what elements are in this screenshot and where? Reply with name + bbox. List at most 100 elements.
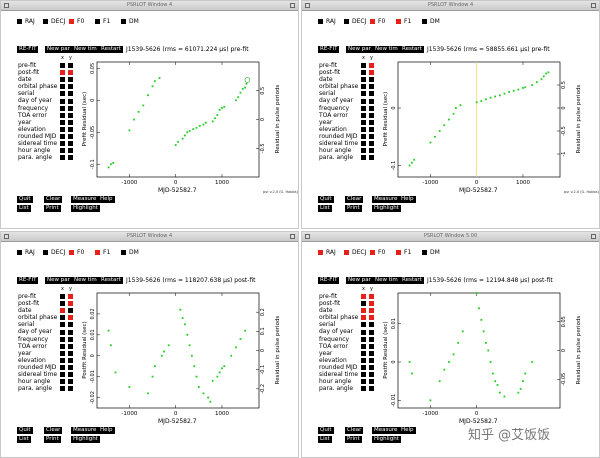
param-checkbox-dm[interactable]: DM <box>422 18 440 25</box>
axis-toggle-y[interactable] <box>369 357 374 363</box>
param-checkbox-decj[interactable]: DECJ <box>43 18 65 25</box>
axis-toggle-x[interactable] <box>361 329 366 335</box>
axis-toggle-x[interactable] <box>60 148 65 154</box>
param-checkbox-dm[interactable]: DM <box>422 249 440 256</box>
toolbar-button[interactable]: Restart <box>400 277 424 284</box>
axis-toggle-y[interactable] <box>369 308 374 314</box>
axis-toggle-y[interactable] <box>68 372 73 378</box>
axis-toggle-x[interactable] <box>361 70 366 76</box>
axis-toggle-x[interactable] <box>60 322 65 328</box>
toolbar-button[interactable]: New par <box>45 277 72 284</box>
bottom-button[interactable]: List <box>17 205 31 212</box>
axis-toggle-x[interactable] <box>361 301 366 307</box>
toolbar-button[interactable]: New tim <box>72 46 99 53</box>
axis-toggle-y[interactable] <box>369 105 374 111</box>
axis-toggle-y[interactable] <box>68 98 73 104</box>
axis-toggle-x[interactable] <box>60 155 65 161</box>
axis-toggle-x[interactable] <box>60 105 65 111</box>
axis-toggle-y[interactable] <box>369 350 374 356</box>
toolbar-button[interactable]: Restart <box>400 46 424 53</box>
axis-toggle-y[interactable] <box>369 365 374 370</box>
axis-toggle-y[interactable] <box>68 126 73 132</box>
axis-toggle-x[interactable] <box>60 336 65 342</box>
axis-toggle-y[interactable] <box>68 70 73 76</box>
axis-toggle-x[interactable] <box>361 119 366 125</box>
axis-toggle-y[interactable] <box>68 141 73 147</box>
axis-toggle-y[interactable] <box>369 294 374 299</box>
axis-toggle-y[interactable] <box>68 315 73 321</box>
bottom-button[interactable]: Help <box>399 427 416 434</box>
axis-toggle-y[interactable] <box>369 112 374 118</box>
axis-toggle-x[interactable] <box>60 365 65 370</box>
axis-toggle-y[interactable] <box>369 77 374 83</box>
maximize-icon[interactable] <box>591 3 596 8</box>
axis-toggle-x[interactable] <box>361 141 366 147</box>
param-checkbox-raj[interactable]: RAJ <box>318 249 336 256</box>
toolbar-button[interactable]: RE-FIT <box>318 277 340 284</box>
param-checkbox-f1[interactable]: F1 <box>95 18 110 25</box>
param-checkbox-f1[interactable]: F1 <box>396 18 411 25</box>
axis-toggle-x[interactable] <box>361 77 366 83</box>
axis-toggle-y[interactable] <box>68 379 73 385</box>
axis-toggle-y[interactable] <box>68 63 73 68</box>
axis-toggle-y[interactable] <box>369 84 374 90</box>
param-checkbox-dm[interactable]: DM <box>121 249 139 256</box>
axis-toggle-y[interactable] <box>68 105 73 111</box>
axis-toggle-x[interactable] <box>361 63 366 68</box>
axis-toggle-x[interactable] <box>361 379 366 385</box>
axis-toggle-y[interactable] <box>68 343 73 349</box>
axis-toggle-y[interactable] <box>369 329 374 335</box>
axis-toggle-x[interactable] <box>60 329 65 335</box>
axis-toggle-y[interactable] <box>68 386 73 392</box>
axis-toggle-x[interactable] <box>60 98 65 104</box>
axis-toggle-x[interactable] <box>361 98 366 104</box>
bottom-button[interactable]: Clear <box>44 427 63 434</box>
axis-toggle-y[interactable] <box>68 77 73 83</box>
axis-toggle-y[interactable] <box>369 379 374 385</box>
axis-toggle-y[interactable] <box>68 308 73 314</box>
axis-toggle-x[interactable] <box>361 84 366 90</box>
param-checkbox-f0[interactable]: F0 <box>69 249 84 256</box>
param-checkbox-dm[interactable]: DM <box>121 18 139 25</box>
axis-toggle-x[interactable] <box>60 70 65 76</box>
axis-toggle-y[interactable] <box>369 119 374 125</box>
bottom-button[interactable]: Quit <box>318 427 334 434</box>
axis-toggle-y[interactable] <box>68 322 73 328</box>
bottom-button[interactable]: Help <box>98 196 115 203</box>
close-icon[interactable] <box>4 3 9 8</box>
toolbar-button[interactable]: New par <box>346 46 373 53</box>
bottom-button[interactable]: List <box>17 436 31 443</box>
bottom-button[interactable]: Clear <box>345 196 364 203</box>
axis-toggle-y[interactable] <box>68 329 73 335</box>
axis-toggle-y[interactable] <box>68 350 73 356</box>
bottom-button[interactable]: Help <box>98 427 115 434</box>
axis-toggle-x[interactable] <box>60 77 65 83</box>
axis-toggle-y[interactable] <box>68 365 73 370</box>
axis-toggle-x[interactable] <box>361 112 366 118</box>
axis-toggle-x[interactable] <box>60 350 65 356</box>
toolbar-button[interactable]: New par <box>346 277 373 284</box>
bottom-button[interactable]: List <box>318 436 332 443</box>
axis-toggle-x[interactable] <box>361 105 366 111</box>
maximize-icon[interactable] <box>290 3 295 8</box>
axis-toggle-y[interactable] <box>68 119 73 125</box>
axis-toggle-x[interactable] <box>60 308 65 314</box>
axis-toggle-x[interactable] <box>60 134 65 139</box>
bottom-button[interactable]: Quit <box>318 196 334 203</box>
bottom-button[interactable]: Measure <box>71 196 99 203</box>
axis-toggle-x[interactable] <box>60 126 65 132</box>
axis-toggle-x[interactable] <box>60 294 65 299</box>
bottom-button[interactable]: Print <box>44 436 61 443</box>
axis-toggle-y[interactable] <box>369 322 374 328</box>
axis-toggle-y[interactable] <box>369 148 374 154</box>
axis-toggle-y[interactable] <box>68 84 73 90</box>
axis-toggle-y[interactable] <box>68 134 73 139</box>
bottom-button[interactable]: Clear <box>345 427 364 434</box>
axis-toggle-y[interactable] <box>369 155 374 161</box>
axis-toggle-y[interactable] <box>68 155 73 161</box>
param-checkbox-decj[interactable]: DECJ <box>344 249 366 256</box>
toolbar-button[interactable]: Restart <box>99 277 123 284</box>
axis-toggle-y[interactable] <box>369 70 374 76</box>
axis-toggle-y[interactable] <box>369 63 374 68</box>
axis-toggle-x[interactable] <box>361 308 366 314</box>
